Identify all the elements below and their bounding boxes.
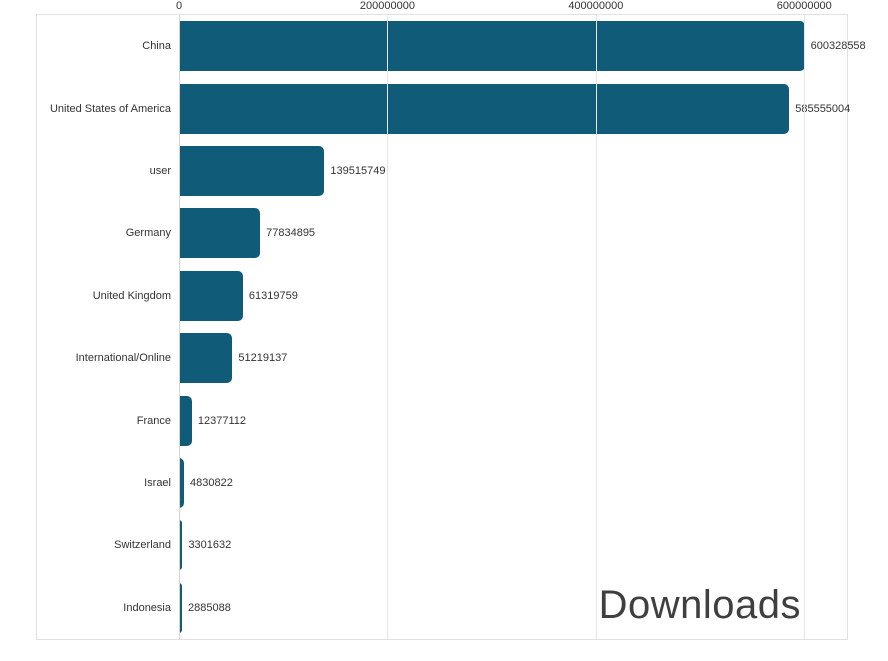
bar (179, 457, 185, 508)
bar-row: China 600328558 (37, 15, 866, 77)
category-label: Israel (144, 476, 171, 489)
bar (179, 395, 192, 446)
bar-row: International/Online 51219137 (37, 327, 847, 389)
x-tick-label: 200000000 (359, 0, 415, 12)
bar-track: 585555004 (179, 77, 851, 139)
bar-track: 600328558 (179, 15, 866, 77)
bar-row: United States of America 585555004 (37, 77, 851, 139)
bar (179, 333, 233, 384)
bar (179, 582, 182, 633)
category-label: user (149, 164, 171, 177)
bar-row: United Kingdom 61319759 (37, 265, 847, 327)
x-tick-label: 0 (175, 0, 183, 12)
bar (179, 270, 243, 321)
bar-track: 2885088 (179, 577, 847, 639)
bar-row: user 139515749 (37, 140, 847, 202)
bar-track: 4830822 (179, 452, 847, 514)
x-tick-label: 400000000 (568, 0, 624, 12)
value-label: 51219137 (238, 352, 288, 365)
category-label: Indonesia (123, 601, 171, 614)
category-label: United States of America (49, 102, 171, 115)
bar (179, 21, 805, 72)
bar-row: Switzerland 3301632 (37, 514, 847, 576)
bar-row: Indonesia 2885088 (37, 577, 847, 639)
bar-track: 51219137 (179, 327, 847, 389)
value-label: 3301632 (188, 539, 232, 552)
bar-row: France 12377112 (37, 389, 847, 451)
category-label: Germany (125, 227, 171, 240)
value-label: 139515749 (330, 164, 386, 177)
value-label: 12377112 (197, 414, 247, 427)
category-label: France (136, 414, 171, 427)
gridline (387, 15, 389, 639)
value-label: 600328558 (810, 40, 866, 53)
bars-layer: China 600328558 United States of America 58… (37, 15, 866, 639)
value-label: 61319759 (248, 289, 298, 302)
plot-area: China 600328558 United States of America 58… (36, 14, 866, 640)
bar-track: 3301632 (179, 514, 847, 576)
gridline (804, 15, 806, 639)
category-label: China (142, 40, 171, 53)
category-label: International/Online (75, 352, 171, 365)
category-label: United Kingdom (92, 289, 171, 302)
bar (179, 208, 261, 259)
bar-track: 61319759 (179, 265, 847, 327)
bar (179, 520, 183, 571)
chart-title: Downloads (598, 583, 801, 627)
bar-track: 77834895 (179, 202, 847, 264)
bar-track: 139515749 (179, 140, 847, 202)
zero-axis-line (179, 15, 180, 639)
value-label: 585555004 (795, 102, 851, 115)
gridline (595, 15, 597, 639)
bar-row: Israel 4830822 (37, 452, 847, 514)
bar-row: Germany 77834895 (37, 202, 847, 264)
category-label: Switzerland (114, 539, 171, 552)
value-label: 77834895 (266, 227, 316, 240)
bar-track: 12377112 (179, 389, 847, 451)
x-tick-label: 600000000 (776, 0, 832, 12)
value-label: 4830822 (190, 476, 233, 489)
bar (179, 83, 790, 134)
bar (179, 145, 325, 196)
value-label: 2885088 (188, 601, 231, 614)
